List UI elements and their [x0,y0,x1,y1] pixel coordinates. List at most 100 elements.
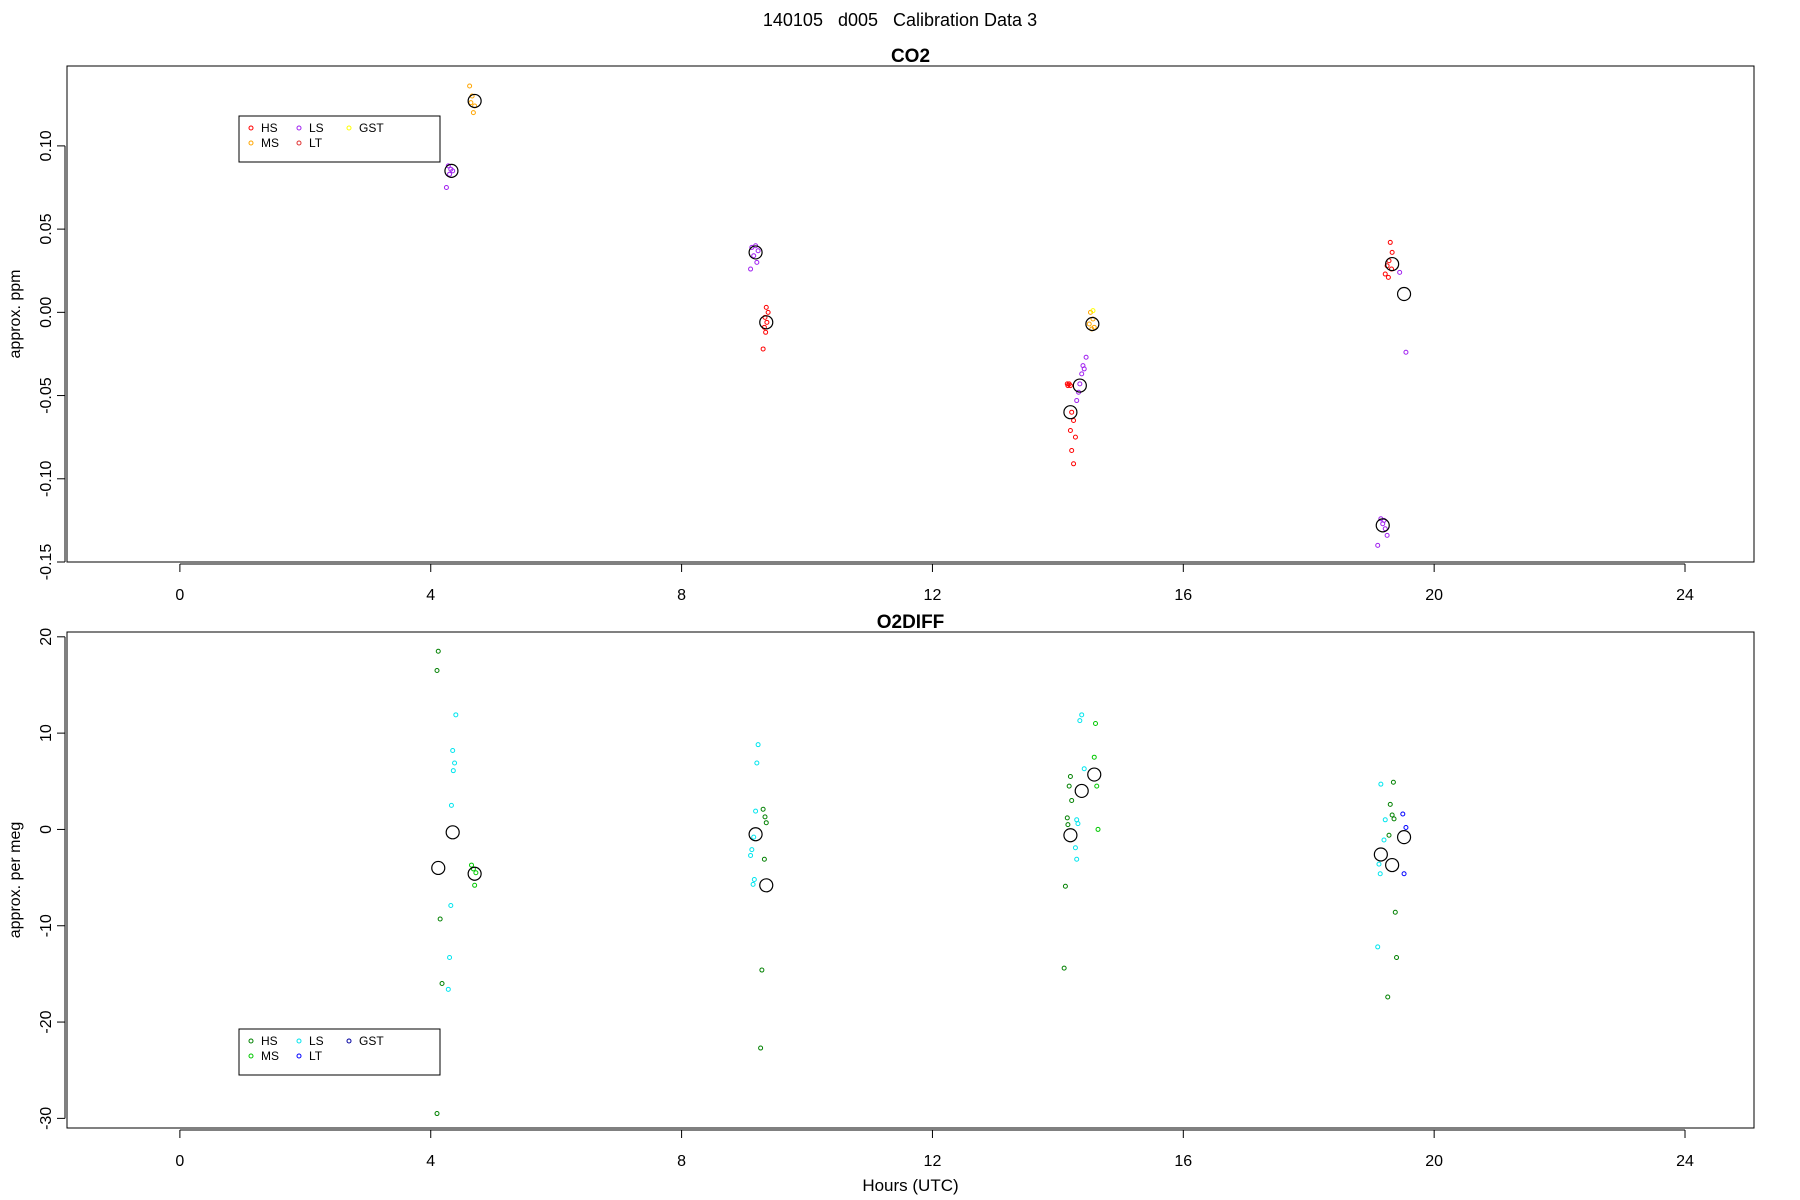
data-point [1062,883,1068,889]
data-point [1090,308,1096,314]
series-ms [469,720,1101,888]
x-tick-label: 4 [426,1153,435,1170]
data-point [1093,720,1099,726]
data-point [1066,783,1072,789]
data-point [1065,383,1071,389]
data-point [1064,815,1070,821]
data-point [1390,779,1396,785]
data-point [447,171,453,177]
data-point [763,304,769,310]
data-point [1403,825,1409,831]
data-point [759,967,765,973]
x-tick-label: 20 [1425,587,1443,604]
mean-point [467,93,482,109]
data-point [760,806,766,812]
legend-marker [346,125,352,131]
data-point [762,814,768,820]
data-point [450,168,456,174]
series-mean [431,767,1412,893]
y-tick-label: 0.10 [38,130,55,161]
data-point [1394,955,1400,961]
x-tick-label: 0 [175,587,184,604]
data-point [760,346,766,352]
data-point [1067,383,1073,389]
data-point [1091,754,1097,760]
data-point [1067,773,1073,779]
data-point [1375,944,1381,950]
mean-point [1072,378,1087,393]
series-mean [444,93,1412,533]
legend-marker [248,125,254,131]
data-point [753,808,759,814]
legend-box [238,115,441,163]
data-point [748,852,754,858]
data-point [447,955,453,961]
data-point [448,802,454,808]
data-point [1375,542,1381,548]
data-point [1074,856,1080,862]
data-point [755,248,761,254]
legend-marker [248,140,254,146]
data-point [1392,909,1398,915]
data-point [751,877,757,883]
data-point [1387,801,1393,807]
data-point [1069,409,1075,415]
x-tick-label: 12 [924,1153,942,1170]
legend-label: HS [261,1034,278,1048]
data-point [1086,321,1092,327]
data-point [754,259,760,265]
data-point [748,266,754,272]
y-tick-label: 0 [38,825,55,834]
data-point [472,882,478,888]
data-point [1069,447,1075,453]
data-point [450,747,456,753]
data-point [1391,816,1397,822]
data-point [443,185,449,191]
data-point [470,110,476,116]
series-ls [443,163,1409,548]
data-point [1382,817,1388,823]
data-point [1067,428,1073,434]
series-hs [760,239,1395,467]
legend-marker [296,140,302,146]
legend-marker [296,1038,302,1044]
legend-box [238,1028,441,1076]
mean-point [1063,405,1078,420]
data-point [755,742,761,748]
data-point [1069,798,1075,804]
data-point [763,820,769,826]
data-point [445,163,451,169]
data-point [1079,371,1085,377]
plot-frame [66,631,1755,1129]
data-point [1389,812,1395,818]
legend-label: MS [261,1049,279,1063]
y-tick-label: 0.05 [38,213,55,244]
x-tick-label: 20 [1425,1153,1443,1170]
mean-point [1373,847,1388,862]
data-point [452,760,458,766]
data-point [1382,271,1388,277]
panel-title: CO2 [891,46,930,67]
data-point [1072,845,1078,851]
data-point [1382,526,1388,532]
co2-panel: CO2 0 4 8 12 16 20 24 -0.15 -0.10 -0.05 0.00 0.05 0.1… [7,46,1755,604]
mean-point [1396,830,1412,845]
data-point [1083,354,1089,360]
data-point [467,83,473,89]
data-point [473,870,479,876]
data-point [1075,821,1081,827]
legend-label: LS [309,121,324,135]
data-point [1071,461,1077,467]
data-point [763,329,769,335]
data-point [434,1111,440,1117]
data-point [764,319,770,325]
series-gst [1090,308,1096,314]
legend-marker [248,1038,254,1044]
legend-marker [248,1053,254,1059]
data-point [1071,418,1077,424]
data-point [469,862,475,868]
data-point [437,916,443,922]
